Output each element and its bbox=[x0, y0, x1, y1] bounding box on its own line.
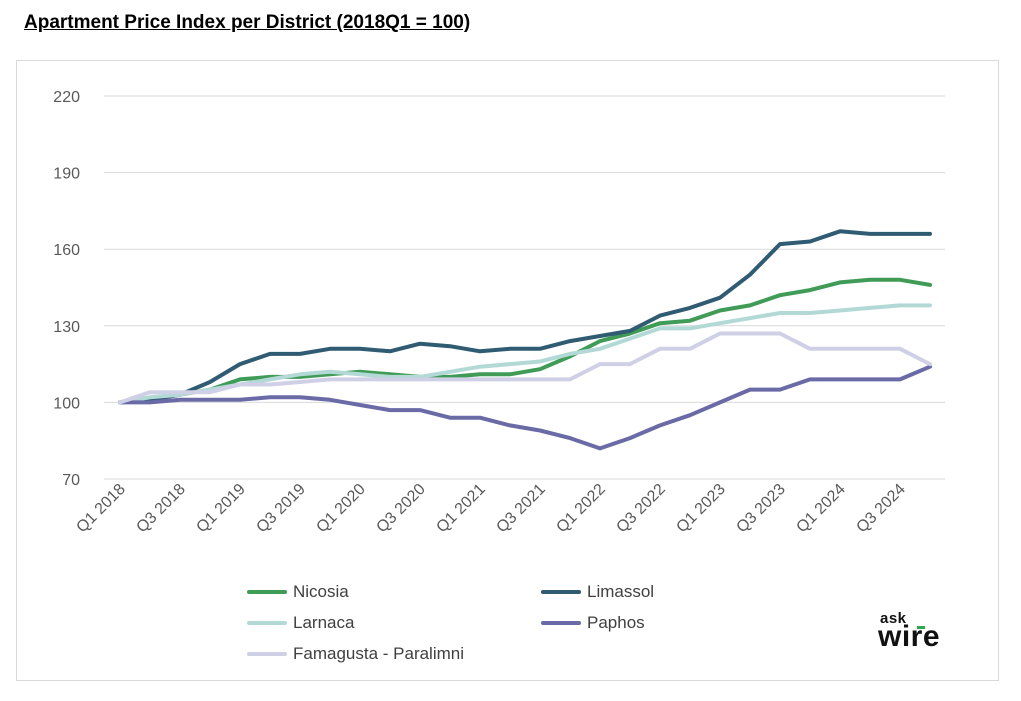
y-tick-label: 160 bbox=[53, 242, 80, 259]
chart-frame bbox=[16, 60, 999, 681]
series-line-paphos bbox=[118, 364, 932, 451]
x-tick-label: Q3 2022 bbox=[613, 481, 668, 536]
legend-item-famagusta-paralimni: Famagusta - Paralimni bbox=[247, 644, 464, 664]
series-line-nicosia bbox=[118, 277, 932, 405]
x-tick-label: Q3 2023 bbox=[733, 481, 788, 536]
x-tick-label: Q1 2024 bbox=[793, 481, 848, 536]
y-tick-label: 100 bbox=[53, 395, 80, 412]
legend-item-larnaca: Larnaca bbox=[247, 613, 354, 633]
x-tick-label: Q3 2020 bbox=[373, 481, 428, 536]
x-tick-label: Q3 2019 bbox=[253, 481, 308, 536]
legend-swatch-famagusta-paralimni bbox=[247, 652, 287, 656]
y-tick-label: 190 bbox=[53, 166, 80, 183]
series-line-famagusta-paralimni bbox=[118, 331, 932, 405]
series-line-larnaca bbox=[118, 303, 932, 405]
x-tick-label: Q1 2018 bbox=[73, 481, 128, 536]
x-tick-label: Q3 2018 bbox=[133, 481, 188, 536]
x-tick-label: Q1 2023 bbox=[673, 481, 728, 536]
legend-label: Larnaca bbox=[293, 613, 355, 632]
y-axis: 70 100 130 160 190 220 bbox=[53, 89, 80, 489]
legend-item-limassol: Limassol bbox=[541, 582, 654, 602]
legend-label: Nicosia bbox=[293, 582, 349, 601]
y-tick-label: 70 bbox=[62, 472, 80, 489]
logo-accent-bar bbox=[917, 626, 925, 629]
x-tick-label: Q1 2020 bbox=[313, 481, 368, 536]
legend-label: Paphos bbox=[587, 613, 645, 632]
legend-label: Limassol bbox=[587, 582, 655, 601]
x-tick-label: Q3 2021 bbox=[493, 481, 548, 536]
legend-label: Famagusta - Paralimni bbox=[293, 644, 465, 663]
legend-swatch-larnaca bbox=[247, 621, 287, 625]
x-tick-label: Q1 2022 bbox=[553, 481, 608, 536]
askwire-logo: ask wire bbox=[878, 610, 968, 654]
legend-item-paphos: Paphos bbox=[541, 613, 645, 633]
y-tick-label: 220 bbox=[53, 89, 80, 106]
legend-swatch-paphos bbox=[541, 621, 581, 625]
logo-wire-text: wire bbox=[878, 620, 941, 653]
legend-swatch-limassol bbox=[541, 590, 581, 594]
x-tick-label: Q1 2019 bbox=[193, 481, 248, 536]
y-tick-label: 130 bbox=[53, 319, 80, 336]
legend-swatch-nicosia bbox=[247, 590, 287, 594]
x-tick-label: Q3 2024 bbox=[853, 481, 908, 536]
series-lines bbox=[118, 229, 932, 451]
logo-ask-text: ask bbox=[880, 610, 907, 627]
series-line-limassol bbox=[118, 229, 932, 405]
legend: Nicosia Limassol Larnaca Paphos Famagust… bbox=[247, 578, 847, 674]
gridlines bbox=[104, 95, 945, 480]
x-tick-label: Q1 2021 bbox=[433, 481, 488, 536]
page-title: Apartment Price Index per District (2018… bbox=[24, 12, 471, 33]
legend-item-nicosia: Nicosia bbox=[247, 582, 349, 602]
x-axis: Q1 2018 Q3 2018 Q1 2019 Q3 2019 Q1 2020 Q3 20… bbox=[73, 481, 908, 536]
